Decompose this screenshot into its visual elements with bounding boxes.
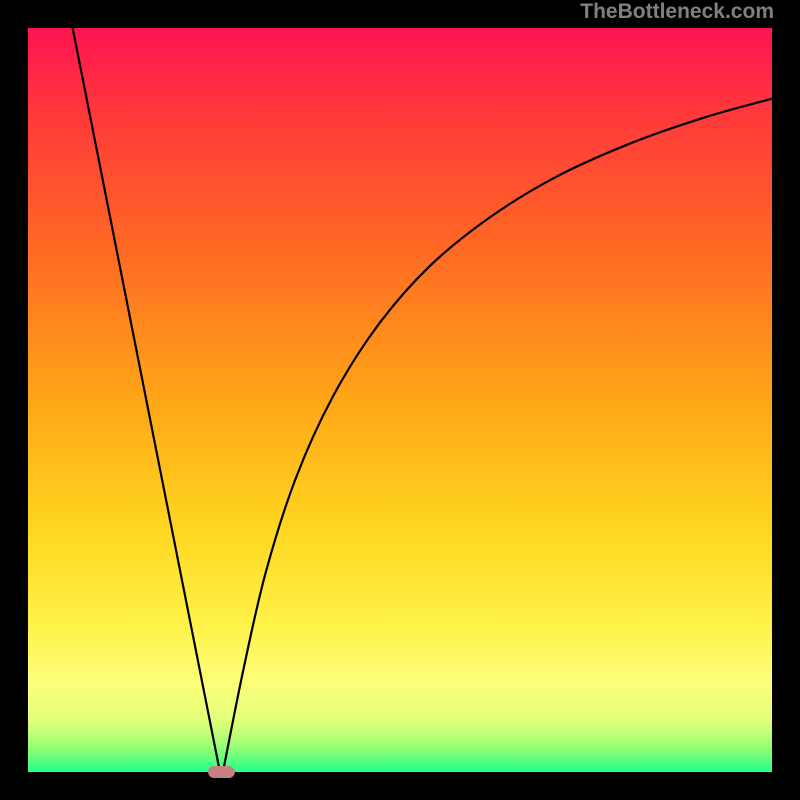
bottleneck-chart xyxy=(0,0,800,800)
minimum-marker xyxy=(208,766,235,778)
watermark-text: TheBottleneck.com xyxy=(580,0,774,24)
chart-container xyxy=(0,0,800,800)
plot-background-gradient xyxy=(28,28,772,772)
